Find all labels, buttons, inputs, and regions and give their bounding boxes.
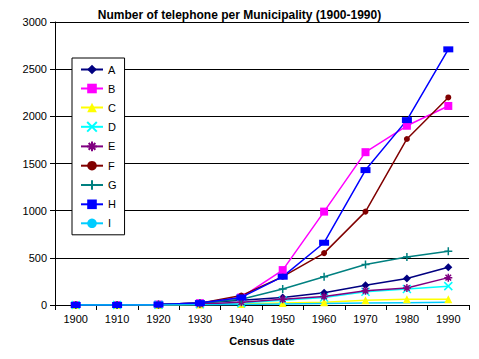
svg-text:1940: 1940 [229, 313, 253, 325]
svg-text:G: G [108, 179, 117, 191]
svg-text:Census date: Census date [229, 335, 294, 347]
svg-text:1910: 1910 [105, 313, 129, 325]
svg-text:3000: 3000 [23, 16, 47, 28]
svg-text:2500: 2500 [23, 63, 47, 75]
svg-text:1970: 1970 [353, 313, 377, 325]
svg-text:1900: 1900 [63, 313, 87, 325]
svg-text:1920: 1920 [146, 313, 170, 325]
svg-text:1950: 1950 [270, 313, 294, 325]
svg-text:H: H [108, 198, 116, 210]
svg-text:F: F [108, 160, 115, 172]
svg-text:1000: 1000 [23, 205, 47, 217]
svg-text:E: E [108, 140, 115, 152]
svg-text:1930: 1930 [188, 313, 212, 325]
svg-text:2000: 2000 [23, 110, 47, 122]
svg-text:1980: 1980 [395, 313, 419, 325]
svg-text:1960: 1960 [312, 313, 336, 325]
svg-text:0: 0 [41, 299, 47, 311]
svg-text:Number of telephone per Munici: Number of telephone per Municipality (19… [98, 8, 381, 22]
svg-text:500: 500 [29, 252, 47, 264]
svg-text:1990: 1990 [436, 313, 460, 325]
svg-text:D: D [108, 121, 116, 133]
svg-text:I: I [108, 217, 111, 229]
svg-text:B: B [108, 83, 115, 95]
svg-text:1500: 1500 [23, 158, 47, 170]
svg-text:A: A [108, 64, 116, 76]
svg-text:C: C [108, 102, 116, 114]
